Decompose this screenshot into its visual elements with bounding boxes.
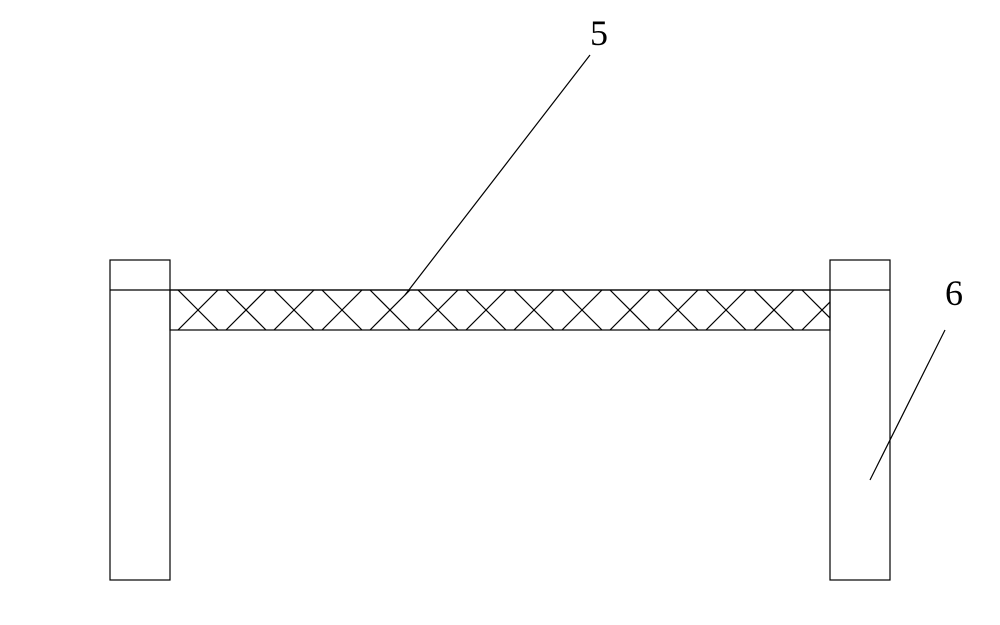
beam-hatch	[130, 290, 890, 330]
callout-line-5	[405, 55, 590, 295]
pillar-right	[830, 260, 890, 580]
diagram-canvas: 56	[0, 0, 1000, 625]
callout-label-5: 5	[590, 13, 608, 53]
pillar-left	[110, 260, 170, 580]
callout-label-6: 6	[945, 273, 963, 313]
